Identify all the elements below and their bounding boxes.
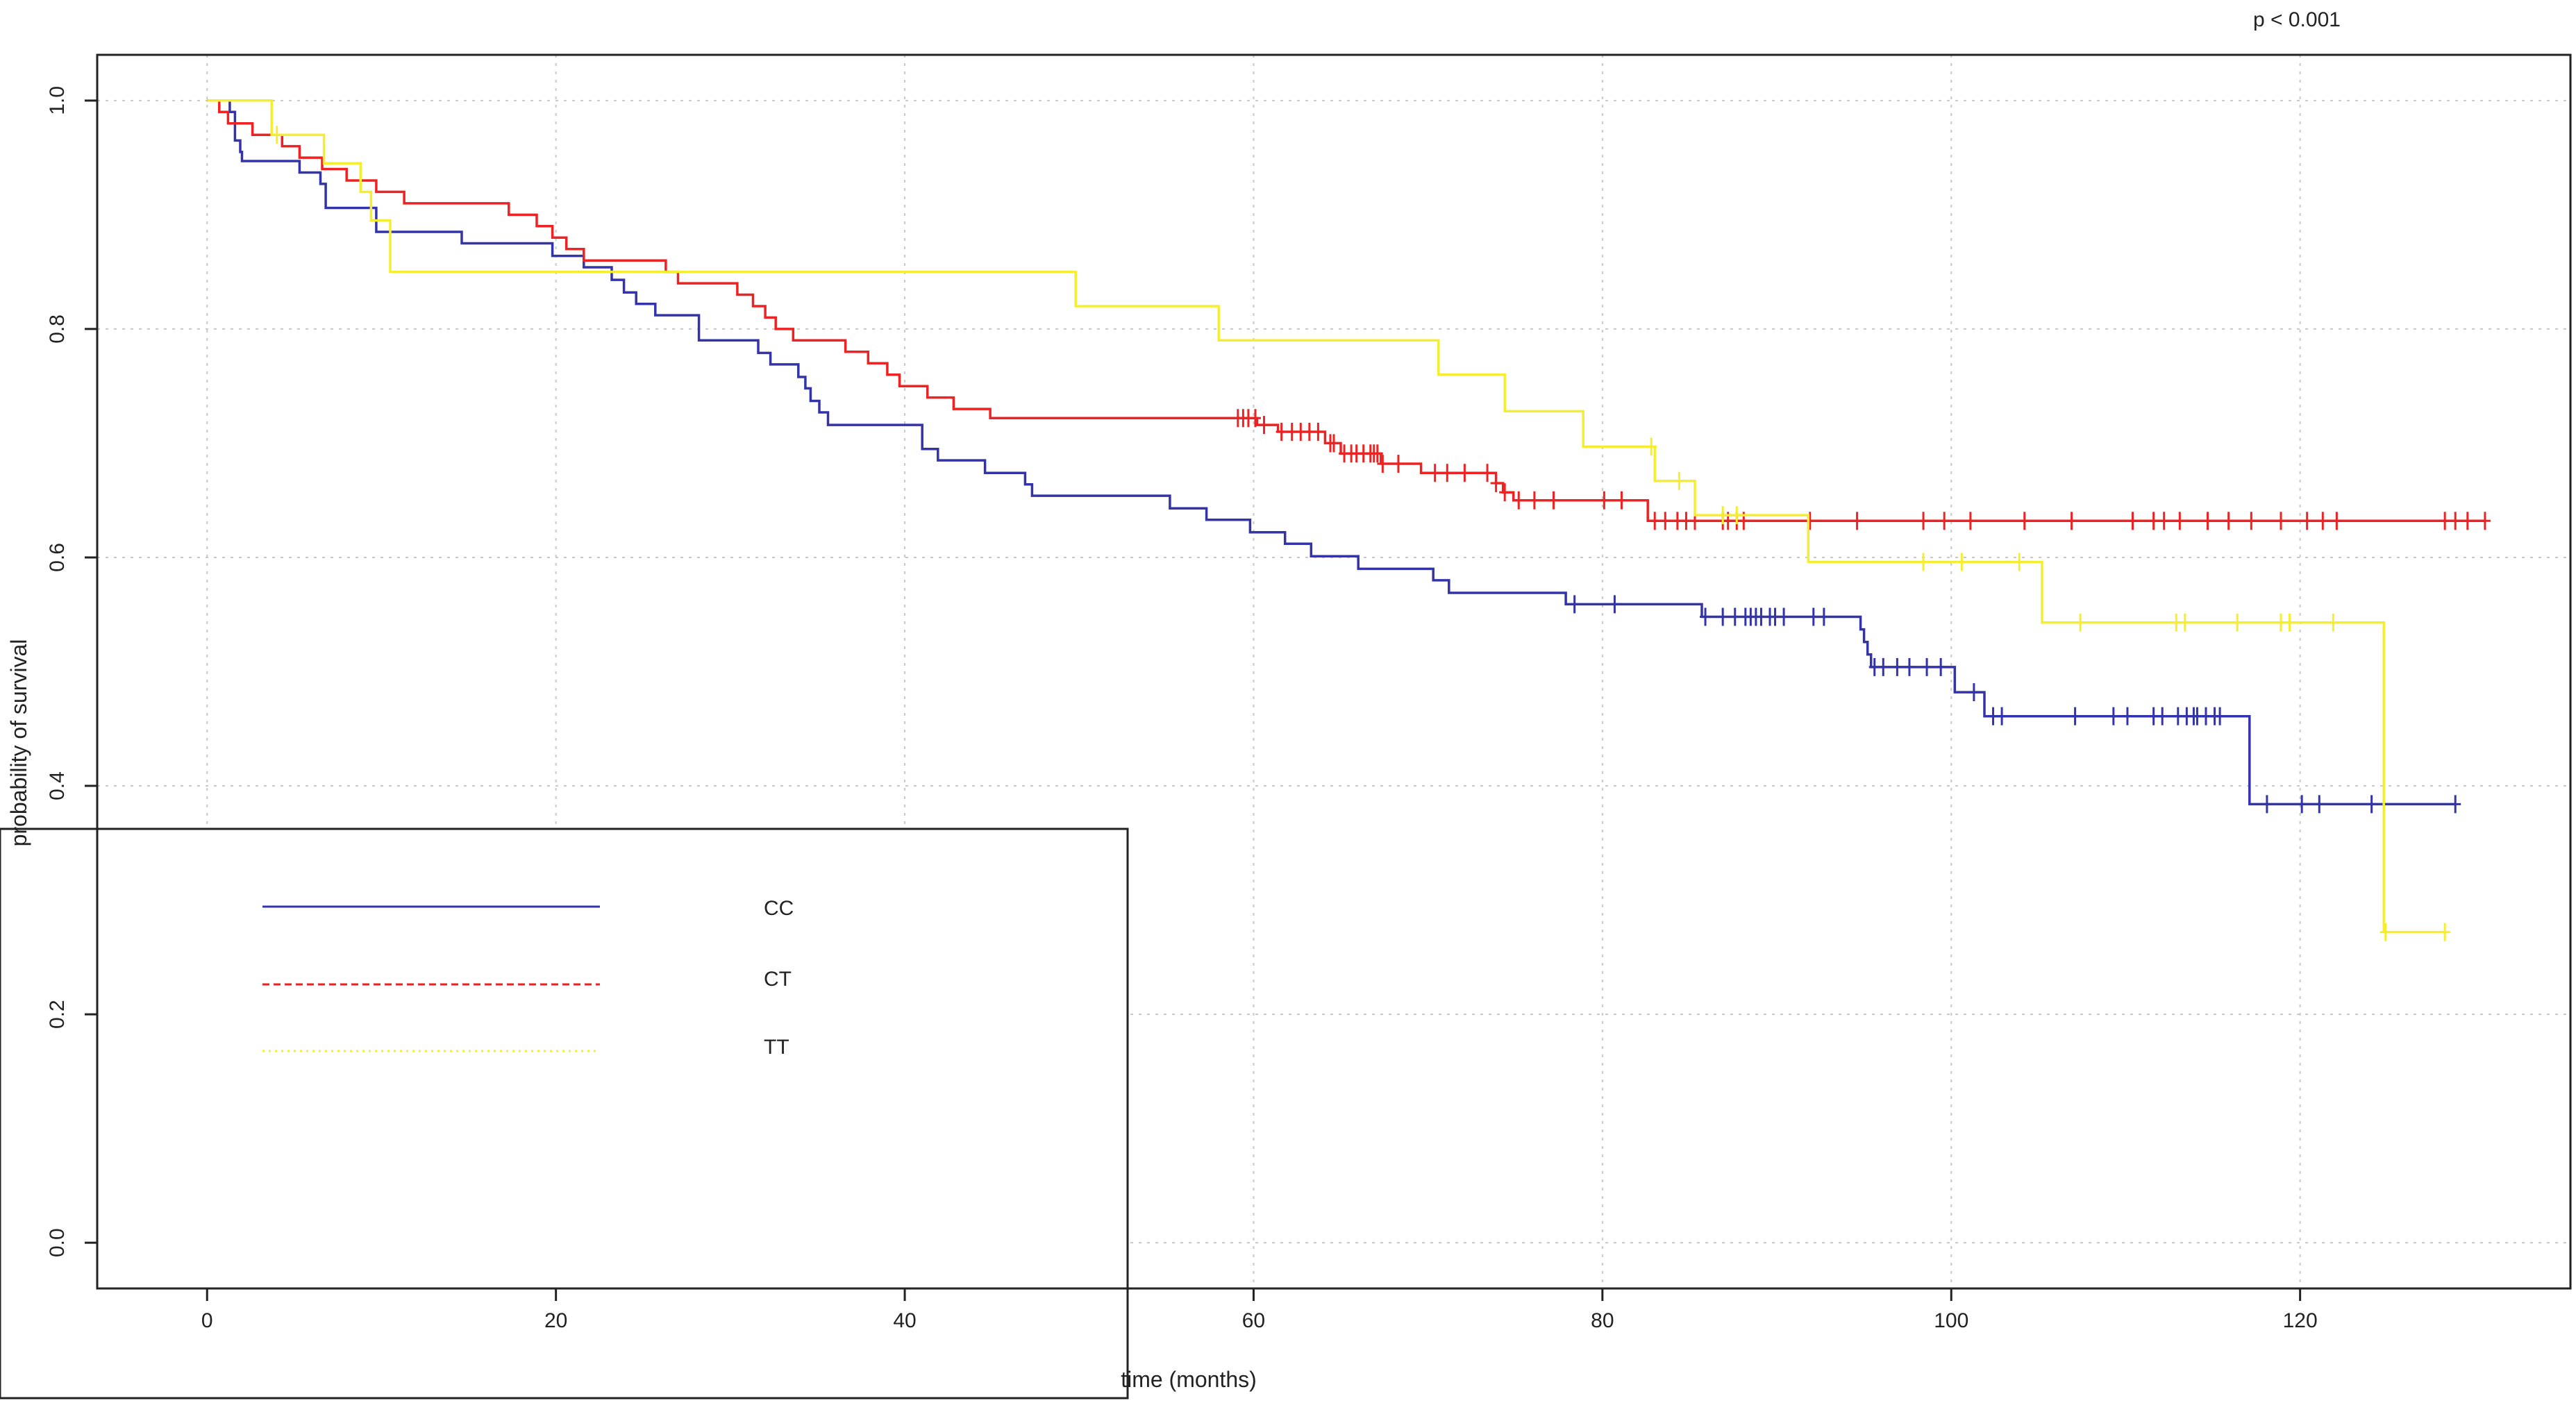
series-layer: [207, 99, 2491, 941]
axes-layer: 0 20 40 60 80 100 120 0.0 0.2 0.4 0.6 0.8 1.0: [46, 86, 2318, 1332]
plot-frame: [96, 53, 2572, 1290]
y-tick-label: 1.0: [46, 86, 69, 115]
legend-label-tt: TT: [764, 1036, 789, 1059]
survival-curve: [207, 99, 2485, 523]
y-tick-label: 0.8: [46, 314, 69, 344]
y-tick-label: 0.6: [46, 543, 69, 572]
x-tick-label: 60: [1242, 1309, 1265, 1332]
survival-curve: [207, 99, 2445, 934]
legend-box: [0, 827, 1129, 1400]
y-axis-label: probability of survival: [6, 639, 31, 847]
series-ct: [207, 99, 2491, 530]
series-tt: [207, 99, 2451, 941]
grid-layer: [97, 55, 2570, 1288]
legend-label-ct: CT: [764, 968, 792, 991]
x-tick-label: 100: [1934, 1309, 1968, 1332]
legend-label-cc: CC: [764, 897, 794, 920]
y-tick-label: 0.0: [46, 1228, 69, 1257]
x-tick-label: 0: [201, 1309, 213, 1332]
survival-curve: [207, 99, 2456, 806]
x-tick-label: 20: [544, 1309, 567, 1332]
y-tick-label: 0.4: [46, 771, 69, 800]
x-tick-label: 120: [2283, 1309, 2318, 1332]
x-tick-label: 40: [893, 1309, 916, 1332]
p-value-annotation: p < 0.001: [2253, 8, 2341, 31]
x-axis-label: time (months): [1121, 1367, 1257, 1392]
x-tick-label: 80: [1591, 1309, 1614, 1332]
legend: CC CT TT: [0, 827, 1129, 1400]
y-tick-label: 0.2: [46, 1000, 69, 1029]
series-cc: [207, 99, 2461, 814]
